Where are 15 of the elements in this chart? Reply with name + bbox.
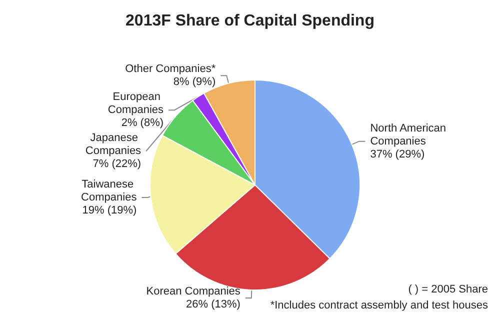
data-label: 8% (9%) bbox=[173, 76, 216, 88]
slice-label: Taiwanese Companies bbox=[81, 178, 138, 204]
text: ( ) = 2005 Share bbox=[408, 284, 488, 296]
slice-label: North American Companies bbox=[370, 122, 450, 148]
text: *Includes contract assembly and test houses bbox=[270, 300, 488, 312]
slice-label: Japanese Companies bbox=[85, 132, 142, 158]
slice-label: European Companies bbox=[108, 91, 164, 116]
data-label: 19% (19%) bbox=[82, 204, 137, 217]
chart-title: 2013F Share of Capital Spending bbox=[126, 12, 374, 30]
data-label: 2% (8%) bbox=[121, 117, 164, 130]
slice-label: Other Companies* bbox=[125, 63, 216, 76]
data-label: 26% (13%) bbox=[186, 298, 240, 310]
data-label: 37% (29%) bbox=[370, 148, 425, 160]
slice-label: Korean Companies bbox=[146, 285, 241, 298]
data-label: 7% (22%) bbox=[92, 158, 142, 170]
